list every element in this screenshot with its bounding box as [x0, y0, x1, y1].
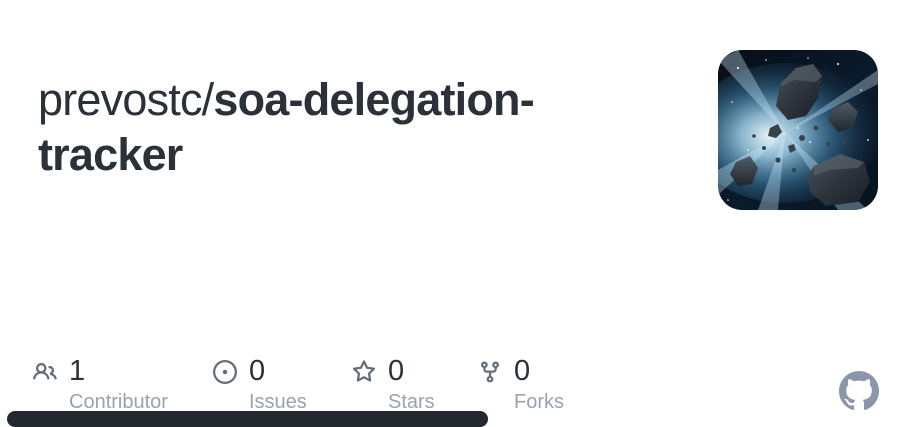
bottom-language-bar	[7, 411, 488, 427]
issue-opened-icon	[213, 359, 237, 384]
avatar-artwork	[718, 50, 878, 210]
stars-label: Stars	[388, 391, 435, 413]
stat-contributors: 1 Contributor	[33, 355, 168, 413]
repo-owner: prevostc/	[38, 74, 214, 126]
repo-avatar-image	[718, 50, 878, 210]
forks-count: 0	[514, 355, 531, 387]
repo-title: prevostc/soa-delegation-tracker	[38, 72, 658, 182]
star-icon	[352, 359, 376, 384]
github-social-preview-card: { "repo_card": { "title": { "owner": "pr…	[7, 50, 879, 427]
repo-forked-icon	[478, 360, 502, 384]
forks-label: Forks	[514, 391, 564, 413]
stat-stars: 0 Stars	[352, 355, 435, 413]
issues-label: Issues	[249, 391, 307, 413]
github-logo-icon	[839, 371, 879, 411]
stat-forks: 0 Forks	[478, 355, 564, 413]
issues-count: 0	[249, 355, 266, 387]
contributors-icon	[33, 360, 57, 384]
stars-count: 0	[388, 355, 405, 387]
contributors-count: 1	[69, 355, 86, 387]
repo-name: soa-delegation-tracker	[38, 74, 535, 181]
stat-issues: 0 Issues	[213, 355, 307, 413]
contributors-label: Contributor	[69, 391, 168, 413]
